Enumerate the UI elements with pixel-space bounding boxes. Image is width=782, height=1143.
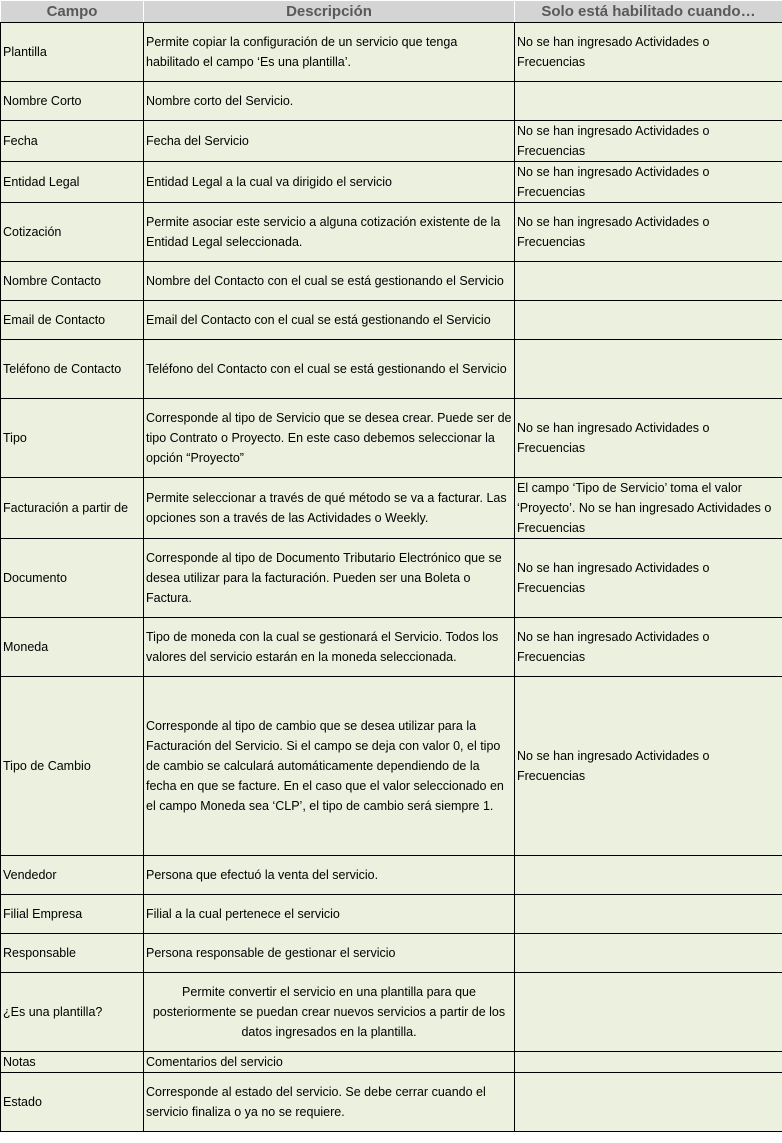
description-cell: Tipo de moneda con la cual se gestionará…	[143, 617, 515, 677]
condition-cell	[514, 339, 782, 399]
condition-cell	[514, 1051, 782, 1073]
table-row: Fecha Fecha del Servicio No se han ingresa…	[0, 120, 782, 162]
description-cell: Corresponde al estado del servicio. Se d…	[143, 1072, 515, 1132]
field-name-cell: Email de Contacto	[0, 300, 144, 340]
table-row: Plantilla Permite copiar la configuración…	[0, 22, 782, 82]
table-row: Notas Comentarios del servicio	[0, 1051, 782, 1073]
field-name-cell: Nombre Corto	[0, 81, 144, 121]
field-name-cell: Estado	[0, 1072, 144, 1132]
description-cell: Persona responsable de gestionar el serv…	[143, 933, 515, 973]
table-row: Moneda Tipo de moneda con la cual se gest…	[0, 617, 782, 677]
table-row: Facturación a partir de Permite seleccion…	[0, 477, 782, 539]
table-row: Teléfono de Contacto Teléfono del Contact…	[0, 339, 782, 399]
table-row: Cotización Permite asociar este servicio …	[0, 202, 782, 262]
field-name-cell: Cotización	[0, 202, 144, 262]
field-name-cell: Plantilla	[0, 22, 144, 82]
field-name-cell: Moneda	[0, 617, 144, 677]
description-cell: Permite asociar este servicio a alguna c…	[143, 202, 515, 262]
condition-cell: No se han ingresado Actividades o Frecue…	[514, 120, 782, 162]
field-name-cell: Responsable	[0, 933, 144, 973]
table-row: Entidad Legal Entidad Legal a la cual va …	[0, 161, 782, 203]
field-name-cell: Notas	[0, 1051, 144, 1073]
description-cell: Nombre corto del Servicio.	[143, 81, 515, 121]
condition-cell: El campo ‘Tipo de Servicio’ toma el valo…	[514, 477, 782, 539]
condition-cell: No se han ingresado Actividades o Frecue…	[514, 617, 782, 677]
field-name-cell: Vendedor	[0, 855, 144, 895]
field-name-cell: Entidad Legal	[0, 161, 144, 203]
condition-cell	[514, 894, 782, 934]
table-row: Documento Corresponde al tipo de Document…	[0, 538, 782, 618]
description-cell: Corresponde al tipo de Documento Tributa…	[143, 538, 515, 618]
description-cell: Permite seleccionar a través de qué méto…	[143, 477, 515, 539]
field-name-cell: Tipo de Cambio	[0, 676, 144, 856]
condition-cell	[514, 855, 782, 895]
description-cell: Fecha del Servicio	[143, 120, 515, 162]
description-cell: Nombre del Contacto con el cual se está …	[143, 261, 515, 301]
field-name-cell: ¿Es una plantilla?	[0, 972, 144, 1052]
description-cell: Corresponde al tipo de Servicio que se d…	[143, 398, 515, 478]
field-name-cell: Tipo	[0, 398, 144, 478]
header-descripcion: Descripción	[143, 0, 515, 23]
field-name-cell: Documento	[0, 538, 144, 618]
condition-cell: No se han ingresado Actividades o Frecue…	[514, 202, 782, 262]
condition-cell	[514, 933, 782, 973]
condition-cell: No se han ingresado Actividades o Frecue…	[514, 676, 782, 856]
table-row: Nombre Corto Nombre corto del Servicio.	[0, 81, 782, 121]
field-name-cell: Nombre Contacto	[0, 261, 144, 301]
table-row: Filial Empresa Filial a la cual pertenece…	[0, 894, 782, 934]
description-cell: Permite copiar la configuración de un se…	[143, 22, 515, 82]
condition-cell	[514, 81, 782, 121]
field-name-cell: Fecha	[0, 120, 144, 162]
description-cell: Corresponde al tipo de cambio que se des…	[143, 676, 515, 856]
condition-cell	[514, 972, 782, 1052]
field-name-cell: Teléfono de Contacto	[0, 339, 144, 399]
table-row: Estado Corresponde al estado del servicio…	[0, 1072, 782, 1132]
header-row: Campo Descripción Solo está habilitado c…	[0, 0, 782, 23]
description-cell: Teléfono del Contacto con el cual se est…	[143, 339, 515, 399]
table-row: Responsable Persona responsable de gestio…	[0, 933, 782, 973]
table-row: Tipo Corresponde al tipo de Servicio que …	[0, 398, 782, 478]
description-cell: Filial a la cual pertenece el servicio	[143, 894, 515, 934]
condition-cell: No se han ingresado Actividades o Frecue…	[514, 398, 782, 478]
condition-cell: No se han ingresado Actividades o Frecue…	[514, 161, 782, 203]
table-row: Tipo de Cambio Corresponde al tipo de cam…	[0, 676, 782, 856]
description-cell: Permite convertir el servicio en una pla…	[143, 972, 515, 1052]
condition-cell	[514, 1072, 782, 1132]
field-name-cell: Facturación a partir de	[0, 477, 144, 539]
field-name-cell: Filial Empresa	[0, 894, 144, 934]
table-row: Nombre Contacto Nombre del Contacto con e…	[0, 261, 782, 301]
condition-cell	[514, 261, 782, 301]
description-cell: Comentarios del servicio	[143, 1051, 515, 1073]
table-row: Email de Contacto Email del Contacto con …	[0, 300, 782, 340]
condition-cell	[514, 300, 782, 340]
table-row: ¿Es una plantilla? Permite convertir el s…	[0, 972, 782, 1052]
description-cell: Email del Contacto con el cual se está g…	[143, 300, 515, 340]
condition-cell: No se han ingresado Actividades o Frecue…	[514, 538, 782, 618]
table-row: Vendedor Persona que efectuó la venta del…	[0, 855, 782, 895]
description-cell: Persona que efectuó la venta del servici…	[143, 855, 515, 895]
description-cell: Entidad Legal a la cual va dirigido el s…	[143, 161, 515, 203]
header-campo: Campo	[0, 0, 144, 23]
header-condicion: Solo está habilitado cuando…	[514, 0, 782, 23]
condition-cell: No se han ingresado Actividades o Frecue…	[514, 22, 782, 82]
